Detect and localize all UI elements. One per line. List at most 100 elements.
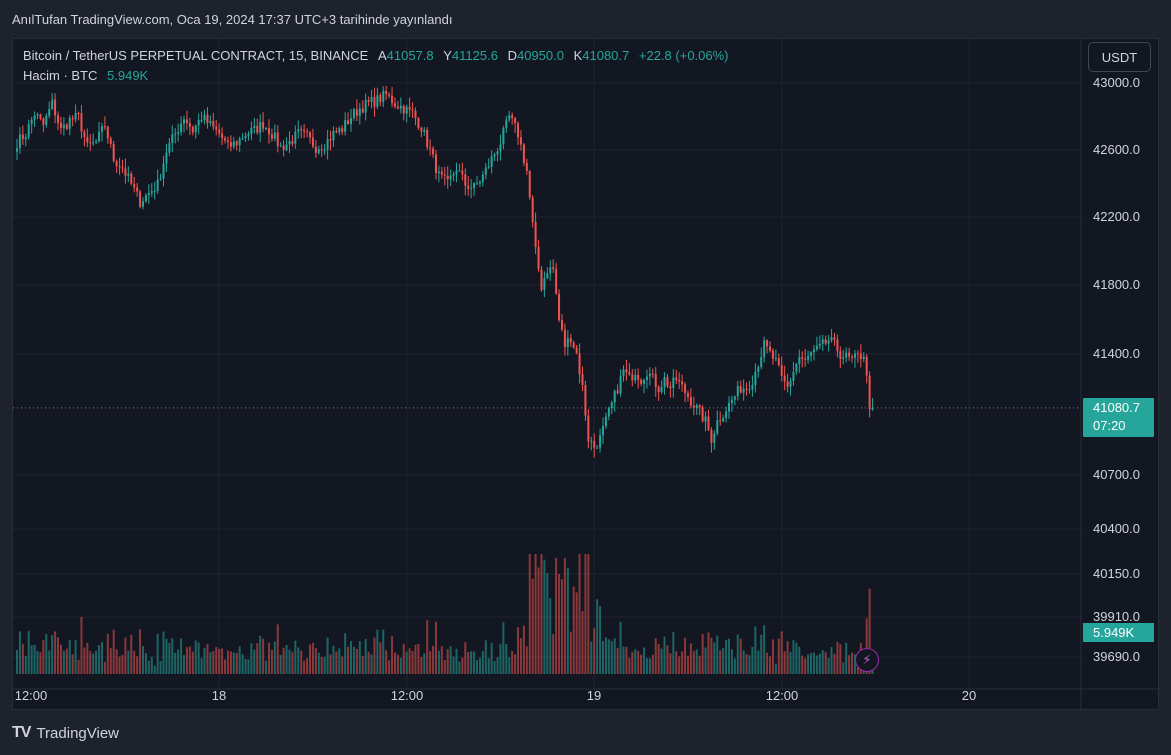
candle-body xyxy=(604,416,607,427)
candle-body xyxy=(807,356,810,360)
candle-body xyxy=(215,126,218,130)
volume-bar xyxy=(361,655,364,674)
candle-body xyxy=(821,339,824,344)
volume-bar xyxy=(502,622,505,674)
volume-bar xyxy=(276,624,279,674)
candle-body xyxy=(150,191,153,193)
candle-body xyxy=(285,144,288,150)
candle-body xyxy=(86,137,89,143)
candle-body xyxy=(247,133,250,136)
candle-body xyxy=(704,416,707,422)
candlestick-chart[interactable]: 43000.0 42600.0 42200.0 41800.0 41400.0 40700… xyxy=(13,39,1160,711)
currency-button[interactable]: USDT xyxy=(1088,42,1151,72)
volume-bar xyxy=(534,554,537,674)
volume-bar xyxy=(352,646,355,674)
volume-bar xyxy=(722,648,725,674)
volume-bar xyxy=(619,621,622,674)
volume-bar xyxy=(839,644,842,674)
volume-bar xyxy=(188,646,191,674)
volume-bar xyxy=(144,653,147,674)
candle-body xyxy=(871,407,874,410)
volume-bar xyxy=(411,651,414,674)
volume-bar xyxy=(36,650,39,674)
candle-body xyxy=(528,171,531,198)
volume-bar xyxy=(341,656,344,674)
volume-bar xyxy=(669,653,672,674)
candle-body xyxy=(695,405,698,408)
candle-body xyxy=(174,133,177,135)
volume-bar xyxy=(74,639,77,674)
volume-bar xyxy=(244,658,247,674)
candle-body xyxy=(429,147,432,149)
candle-body xyxy=(317,149,320,154)
volume-bar xyxy=(812,652,815,674)
volume-bar xyxy=(306,658,309,674)
volume-bar xyxy=(300,650,303,674)
candle-body xyxy=(282,145,285,150)
volume-bar xyxy=(780,631,783,674)
time-tick-label: 12:00 xyxy=(15,688,48,703)
candle-body xyxy=(241,138,244,140)
volume-bar xyxy=(127,650,130,674)
candle-body xyxy=(654,373,657,388)
candle-body xyxy=(789,380,792,387)
candle-body xyxy=(127,173,130,176)
candle-body xyxy=(159,178,162,180)
volume-bar xyxy=(443,660,446,674)
candle-body xyxy=(748,389,751,391)
volume-bar xyxy=(555,557,558,674)
volume-bar xyxy=(801,655,804,674)
volume-bar xyxy=(206,643,209,674)
candle-body xyxy=(467,185,470,189)
volume-bar xyxy=(59,644,62,674)
volume-bar xyxy=(159,661,162,674)
volume-bar xyxy=(845,642,848,674)
lightning-icon[interactable]: ⚡ xyxy=(855,648,879,672)
candle-body xyxy=(434,154,437,174)
price-tick-label: 39690.0 xyxy=(1093,649,1140,664)
candle-body xyxy=(417,117,420,129)
candle-body xyxy=(648,373,651,377)
candle-body xyxy=(89,142,92,144)
chart-legend: Bitcoin / TetherUS PERPETUAL CONTRACT, 1… xyxy=(23,46,729,86)
candle-body xyxy=(367,100,370,102)
chart-panel[interactable]: 43000.0 42600.0 42200.0 41800.0 41400.0 40700… xyxy=(12,38,1160,711)
symbol-title[interactable]: Bitcoin / TetherUS PERPETUAL CONTRACT, 1… xyxy=(23,48,369,63)
volume-bar xyxy=(821,650,824,674)
candle-body xyxy=(74,112,77,120)
volume-bar xyxy=(449,646,452,674)
candle-body xyxy=(537,246,540,270)
volume-bar xyxy=(774,663,777,674)
candle-body xyxy=(177,132,180,134)
candle-body xyxy=(291,141,294,144)
candle-body xyxy=(200,120,203,122)
volume-bar xyxy=(710,637,713,674)
volume-bar xyxy=(147,660,150,674)
candle-body xyxy=(757,367,760,372)
volume-bar xyxy=(98,645,101,674)
candle-body xyxy=(739,386,742,393)
volume-bar xyxy=(174,652,177,674)
volume-bar xyxy=(393,652,396,674)
close-label: K xyxy=(573,48,583,63)
volume-bar xyxy=(141,645,144,674)
candle-body xyxy=(760,356,763,368)
volume-bar xyxy=(183,655,186,674)
candle-body xyxy=(103,126,106,128)
volume-bar xyxy=(792,640,795,674)
candle-body xyxy=(686,393,689,398)
volume-bar xyxy=(607,639,610,674)
volume-bar xyxy=(842,662,845,674)
volume-bar xyxy=(62,650,65,674)
volume-label[interactable]: Hacim · BTC xyxy=(23,68,98,83)
candle-body xyxy=(777,358,780,366)
price-tick-label: 42200.0 xyxy=(1093,209,1140,224)
volume-bar xyxy=(118,656,121,674)
volume-bar xyxy=(241,654,244,674)
candle-body xyxy=(244,135,247,139)
candle-body xyxy=(24,137,27,140)
candle-body xyxy=(839,351,842,359)
volume-bar xyxy=(470,651,473,674)
candle-body xyxy=(180,123,183,133)
footer-brand[interactable]: TV TradingView xyxy=(12,722,119,744)
